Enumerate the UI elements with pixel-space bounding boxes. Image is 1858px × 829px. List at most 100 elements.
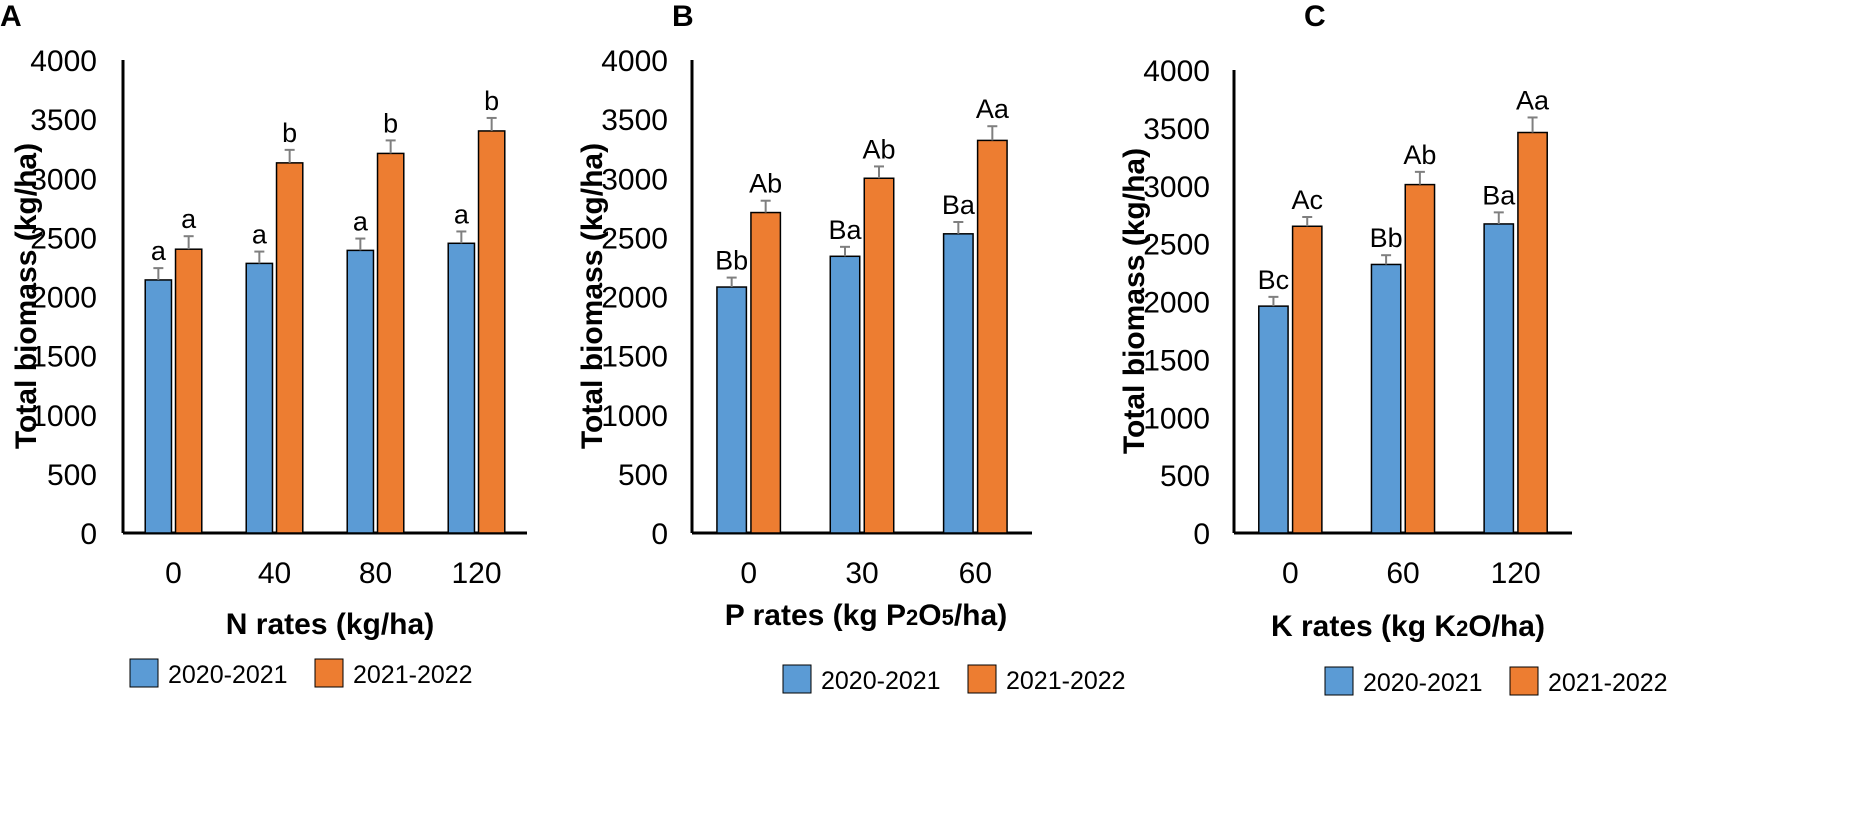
y-tick-label: 2000 [1143,287,1210,320]
y-tick-label: 1500 [1143,344,1210,377]
x-axis-label-part: /ha) [954,599,1007,632]
y-tick-label: 500 [47,459,97,492]
y-axis-label: Total biomass (kg/ha) [576,143,609,449]
bar-series-2 [750,211,782,534]
bar-series-1 [829,255,861,534]
y-axis-label: Total biomass (kg/ha) [1118,148,1151,454]
bar-series-2 [976,139,1008,534]
y-tick-label: 2000 [601,282,668,315]
significance-label: a [353,207,369,237]
legend-swatch-2 [967,664,997,694]
x-axis-label-part: O/ha) [1468,610,1545,643]
x-axis-label-subscript: 2 [906,605,918,630]
legend-label-1: 2020-2021 [1363,669,1483,697]
legend-label-1: 2020-2021 [168,661,288,689]
y-tick-label: 0 [651,518,668,551]
y-tick-label: 2500 [601,222,668,255]
y-axis-label: Total biomass (kg/ha) [10,143,43,449]
x-axis-label-part: P rates (kg P [725,599,906,632]
x-tick-label: 60 [1386,557,1419,590]
significance-label: a [181,204,197,234]
y-tick-label: 3500 [1143,113,1210,146]
y-tick-label: 3000 [601,163,668,196]
y-tick-label: 2500 [1143,229,1210,262]
y-tick-label: 4000 [30,45,97,78]
bar-series-2 [1404,183,1436,534]
y-tick-label: 2500 [30,222,97,255]
x-axis-label: K rates (kg K2O/ha) [1271,610,1545,643]
legend-label-2: 2021-2022 [1548,669,1668,697]
bar-series-2 [863,177,895,534]
x-tick-label: 40 [258,557,291,590]
x-tick-label: 0 [740,557,757,590]
y-tick-label: 4000 [601,45,668,78]
bar-series-1 [447,242,476,534]
legend-label-1: 2020-2021 [821,667,941,695]
bar-series-1 [1483,223,1515,534]
significance-label: Bc [1258,265,1290,295]
bar-series-1 [1258,305,1289,534]
y-tick-label: 1000 [601,400,668,433]
significance-label: b [282,118,297,148]
legend-swatch-2 [314,658,344,688]
panel-letter: B [672,0,694,33]
y-tick-label: 0 [80,518,97,551]
y-tick-label: 1500 [601,341,668,374]
significance-label: Bb [715,246,748,276]
x-axis-label: N rates (kg/ha) [226,608,434,641]
y-tick-label: 1500 [30,341,97,374]
bar-series-1 [716,286,748,534]
panel-letter: C [1304,0,1326,33]
significance-label: b [383,108,398,138]
x-axis-label: P rates (kg P2O5/ha) [725,599,1007,632]
y-tick-label: 3000 [1143,171,1210,204]
x-axis-label-subscript: 2 [1456,616,1468,641]
bar-series-2 [1291,225,1323,534]
bar-series-1 [245,262,274,534]
x-tick-label: 30 [845,557,878,590]
significance-label: Ba [1482,180,1516,210]
significance-label: Ba [828,215,862,245]
bar-series-2 [275,162,304,534]
y-tick-label: 3500 [601,104,668,137]
x-tick-label: 60 [959,557,992,590]
y-tick-label: 4000 [1143,55,1210,88]
significance-label: Aa [1516,85,1550,115]
significance-label: Bb [1370,223,1403,253]
y-tick-label: 500 [618,459,668,492]
x-axis-label-part: O [918,599,941,632]
legend-swatch-1 [129,658,159,688]
significance-label: a [454,199,470,229]
significance-label: Ac [1291,185,1323,215]
bar-series-2 [477,130,506,534]
chart-panel-b: B 0 500 1000 1500 2000 2500 3000 3500 4000 Bb Ab 0 Ba… [576,0,1126,695]
significance-label: Ba [942,190,976,220]
legend-swatch-2 [1509,666,1539,696]
significance-label: a [151,236,167,266]
bar-series-1 [346,249,375,534]
chart-panel-a: A05001000150020002500300035004000aa0ab40… [0,0,527,689]
x-tick-label: 80 [359,557,392,590]
y-tick-label: 3000 [30,163,97,196]
bar-series-1 [1370,263,1402,534]
significance-label: Ab [1403,140,1436,170]
significance-label: b [484,86,499,116]
y-tick-label: 2000 [30,282,97,315]
legend-label-2: 2021-2022 [353,661,473,689]
legend-label-2: 2021-2022 [1006,667,1126,695]
y-tick-label: 1000 [1143,402,1210,435]
y-tick-label: 0 [1193,518,1210,551]
y-tick-label: 500 [1160,460,1210,493]
significance-label: Ab [862,134,895,164]
bar-series-2 [1517,131,1548,534]
legend-swatch-1 [782,664,812,694]
x-tick-label: 120 [1491,557,1541,590]
chart-panel-c: C 0 500 1000 1500 2000 2500 3000 3500 4000 Bc Ac 0 Bb… [1118,0,1668,697]
x-axis-label-part: K rates (kg K [1271,610,1456,643]
legend-swatch-1 [1324,666,1354,696]
x-tick-label: 0 [1282,557,1299,590]
bar-series-1 [942,233,974,534]
y-tick-label: 1000 [30,400,97,433]
x-axis-label-subscript: 5 [942,605,954,630]
